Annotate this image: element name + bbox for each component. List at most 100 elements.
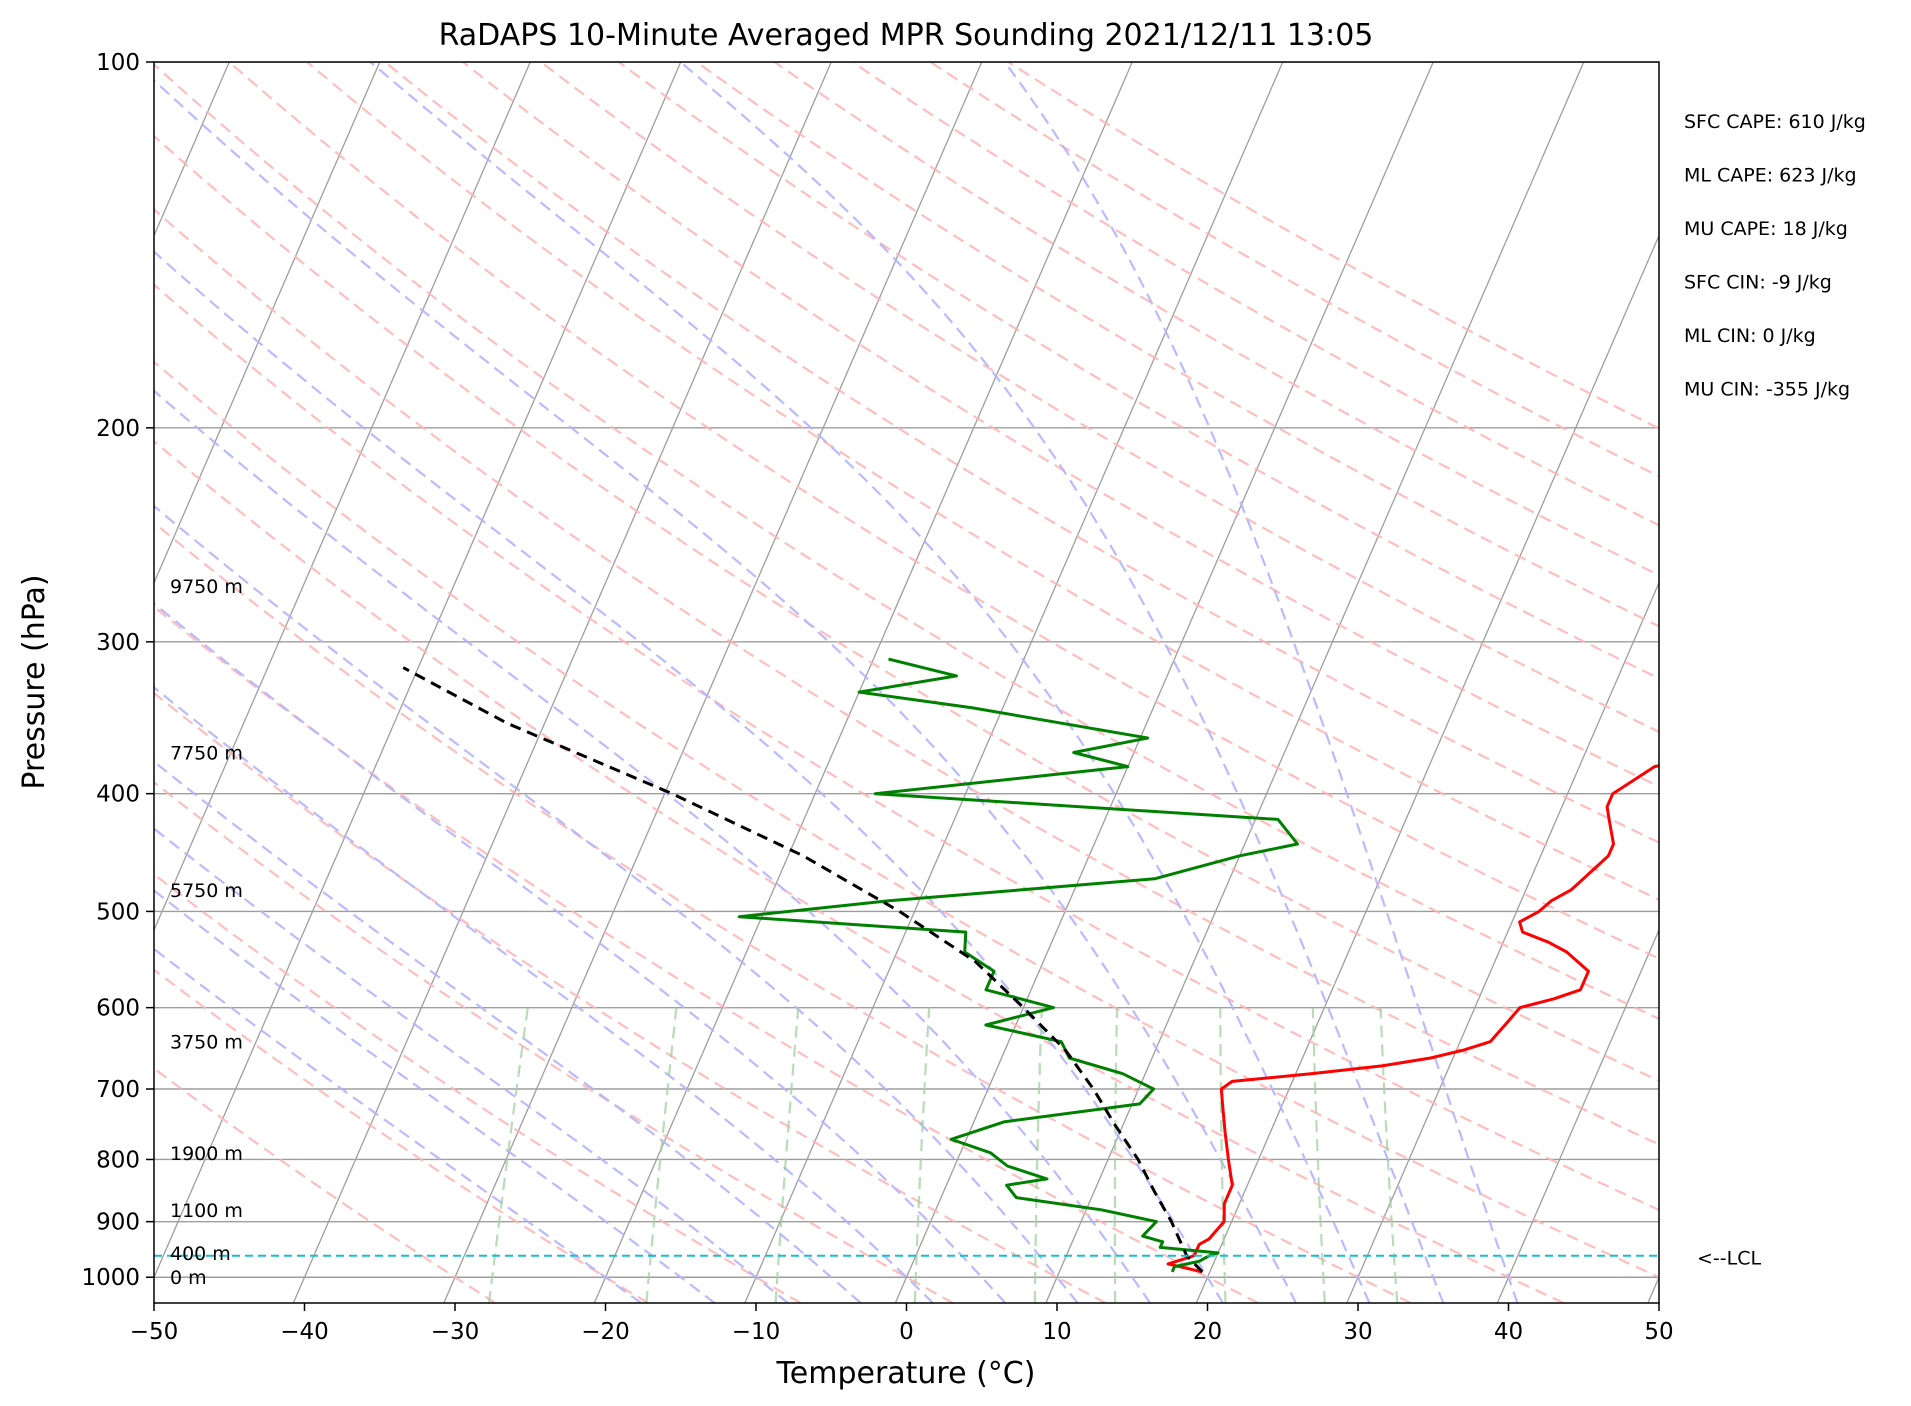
isotherm xyxy=(154,62,682,1279)
dry-adiabat xyxy=(154,439,1565,1303)
dry-adiabat xyxy=(154,968,649,1303)
stat-line: MU CIN: -355 J/kg xyxy=(1684,379,1850,401)
dry-adiabat xyxy=(154,521,1412,1303)
moist-adiabat xyxy=(154,947,642,1303)
moist-adiabat xyxy=(154,601,1007,1303)
stat-line: SFC CAPE: 610 J/kg xyxy=(1684,111,1866,133)
x-tick-label: 10 xyxy=(1042,1319,1071,1345)
x-tick-label: 20 xyxy=(1193,1319,1222,1345)
y-tick-label: 200 xyxy=(96,416,140,442)
lcl-line-group: <--LCL xyxy=(154,1248,1761,1270)
dry-adiabat xyxy=(154,780,954,1303)
height-label: 3750 m xyxy=(170,1032,243,1054)
x-tick-label: −10 xyxy=(732,1319,781,1345)
mixing-ratio-line xyxy=(913,1007,931,1303)
y-tick-label: 600 xyxy=(96,996,140,1022)
x-axis: −50 −40 −30 −20 −10 0 10 20 30 40 50 xyxy=(130,1303,1674,1345)
isotherm xyxy=(1195,233,1659,1303)
y-tick-label: 300 xyxy=(96,630,140,656)
chart-title: RaDAPS 10-Minute Averaged MPR Sounding 2… xyxy=(439,18,1374,53)
mixing-ratio-line xyxy=(487,1007,529,1303)
x-tick-label: −50 xyxy=(130,1319,179,1345)
dry-adiabat xyxy=(154,360,1659,1279)
mixing-ratio-line xyxy=(774,1007,800,1303)
stat-line: SFC CIN: -9 J/kg xyxy=(1684,272,1832,294)
dry-adiabat xyxy=(773,62,1659,577)
dry-adiabat xyxy=(154,691,1107,1303)
moist-adiabat xyxy=(369,62,1371,1303)
isotherm xyxy=(154,62,381,585)
mixing-ratio-line xyxy=(1219,1007,1227,1303)
moist-adiabat xyxy=(154,760,862,1303)
x-tick-label: −30 xyxy=(431,1319,480,1345)
isotherm xyxy=(443,62,983,1303)
y-tick-label: 800 xyxy=(96,1147,140,1173)
y-tick-label: 700 xyxy=(96,1077,140,1103)
y-axis: 1000 900 800 700 600 500 400 300 200 100 xyxy=(81,50,154,1291)
x-tick-label: 0 xyxy=(899,1319,914,1345)
dry-adiabat xyxy=(154,873,802,1303)
height-label: 9750 m xyxy=(170,576,243,598)
x-tick-label: 40 xyxy=(1494,1319,1523,1345)
y-axis-label: Pressure (hPa) xyxy=(17,574,52,789)
x-tick-label: −20 xyxy=(581,1319,630,1345)
isotherm xyxy=(894,62,1434,1303)
mixing-ratio-line xyxy=(1379,1007,1399,1303)
dry-adiabat xyxy=(695,62,1659,628)
mixing-ratio-line xyxy=(1311,1007,1326,1303)
isotherm xyxy=(1045,62,1585,1303)
convective-stats: SFC CAPE: 610 J/kg ML CAPE: 623 J/kg MU CA… xyxy=(1684,111,1866,401)
mixing-ratio-line xyxy=(1033,1007,1043,1303)
dry-adiabat xyxy=(154,208,1659,1146)
isotherm xyxy=(1647,1275,1659,1303)
moist-adiabat xyxy=(154,250,1224,1303)
mixing-ratio-line xyxy=(645,1007,678,1303)
x-axis-label: Temperature (°C) xyxy=(776,1356,1036,1391)
x-tick-label: 50 xyxy=(1644,1319,1673,1345)
moist-adiabat xyxy=(679,62,1445,1303)
dry-adiabat xyxy=(1007,62,1659,430)
moist-adiabat xyxy=(154,78,1297,1303)
moist-adiabat xyxy=(154,685,934,1303)
isotherm xyxy=(154,62,531,932)
isotherm xyxy=(593,62,1133,1303)
y-tick-label: 1000 xyxy=(81,1265,140,1291)
dry-adiabat xyxy=(154,605,1259,1303)
isotherm xyxy=(1496,928,1659,1303)
height-label: 5750 m xyxy=(170,880,243,902)
moist-adiabat xyxy=(154,889,716,1303)
lcl-label: <--LCL xyxy=(1697,1248,1761,1270)
moist-adiabat xyxy=(154,504,1079,1303)
stat-line: ML CAPE: 623 J/kg xyxy=(1684,165,1857,187)
y-tick-label: 900 xyxy=(96,1210,140,1236)
height-label: 7750 m xyxy=(170,743,243,765)
parcel-path-line xyxy=(402,666,1204,1273)
temperature-line xyxy=(1166,764,1659,1274)
mixing-ratio-line xyxy=(1113,1007,1119,1303)
dry-adiabat xyxy=(154,283,1659,1212)
dry-adiabat xyxy=(384,62,1659,844)
height-label: 0 m xyxy=(170,1267,207,1289)
dry-adiabat xyxy=(154,1067,496,1303)
dry-adiabat xyxy=(540,62,1659,734)
height-label: 1900 m xyxy=(170,1143,243,1165)
dry-adiabat xyxy=(228,62,1659,960)
plot-frame xyxy=(153,61,1660,1304)
sounding-series xyxy=(402,657,1659,1274)
isotherm xyxy=(1346,581,1659,1303)
dry-adiabat xyxy=(618,62,1659,680)
moist-adiabat xyxy=(154,827,789,1303)
stat-line: ML CIN: 0 J/kg xyxy=(1684,325,1816,347)
moist-adiabat xyxy=(1003,62,1519,1303)
y-tick-label: 500 xyxy=(96,899,140,925)
x-tick-label: −40 xyxy=(280,1319,329,1345)
reference-lines xyxy=(154,62,1659,1303)
stat-line: MU CAPE: 18 J/kg xyxy=(1684,218,1848,240)
dry-adiabat xyxy=(929,62,1659,478)
height-label: 1100 m xyxy=(170,1200,243,1222)
dry-adiabat xyxy=(154,62,1659,1021)
y-tick-label: 100 xyxy=(96,50,140,76)
dry-adiabat xyxy=(154,134,1659,1083)
